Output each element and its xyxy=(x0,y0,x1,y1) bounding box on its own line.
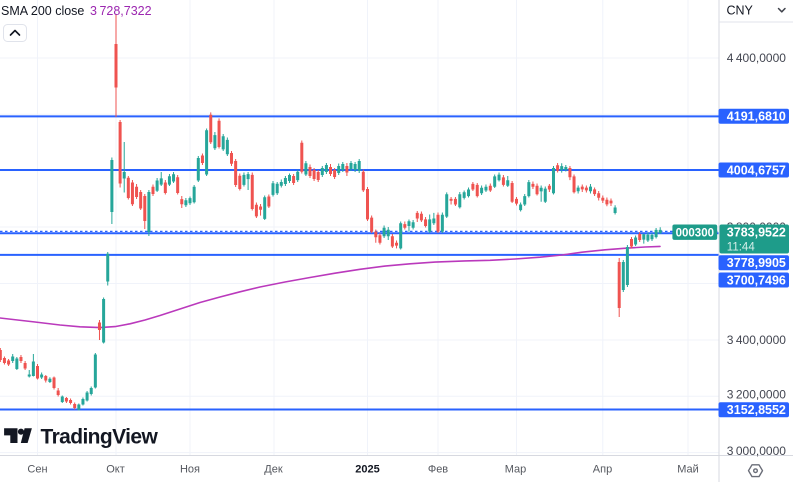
svg-text:SMA 200 close: SMA 200 close xyxy=(1,4,84,18)
svg-text:Мар: Мар xyxy=(505,464,527,476)
svg-text:000300: 000300 xyxy=(676,228,714,240)
svg-text:3 400,0000: 3 400,0000 xyxy=(727,333,786,347)
svg-text:Окт: Окт xyxy=(106,464,125,476)
svg-text:Фев: Фев xyxy=(428,464,448,476)
svg-text:2025: 2025 xyxy=(355,464,379,476)
svg-text:4191,6810: 4191,6810 xyxy=(727,110,786,124)
svg-text:3 728,7322: 3 728,7322 xyxy=(90,4,152,18)
svg-text:Апр: Апр xyxy=(593,464,612,476)
svg-text:Май: Май xyxy=(677,464,699,476)
svg-text:Дек: Дек xyxy=(264,464,283,476)
svg-text:TradingView: TradingView xyxy=(41,425,159,448)
svg-text:4 400,0000: 4 400,0000 xyxy=(727,51,786,65)
svg-text:Сен: Сен xyxy=(27,464,47,476)
svg-text:3700,7496: 3700,7496 xyxy=(727,273,786,287)
svg-text:3 000,0000: 3 000,0000 xyxy=(727,444,786,458)
svg-text:3152,8552: 3152,8552 xyxy=(727,403,786,417)
svg-text:Ноя: Ноя xyxy=(180,464,200,476)
svg-text:CNY: CNY xyxy=(727,4,754,18)
svg-text:3783,9522: 3783,9522 xyxy=(727,226,786,240)
svg-text:4004,6757: 4004,6757 xyxy=(727,163,786,177)
svg-text:11:44: 11:44 xyxy=(727,241,756,253)
svg-text:3 200,0000: 3 200,0000 xyxy=(727,388,786,402)
svg-text:3778,9905: 3778,9905 xyxy=(727,256,786,270)
